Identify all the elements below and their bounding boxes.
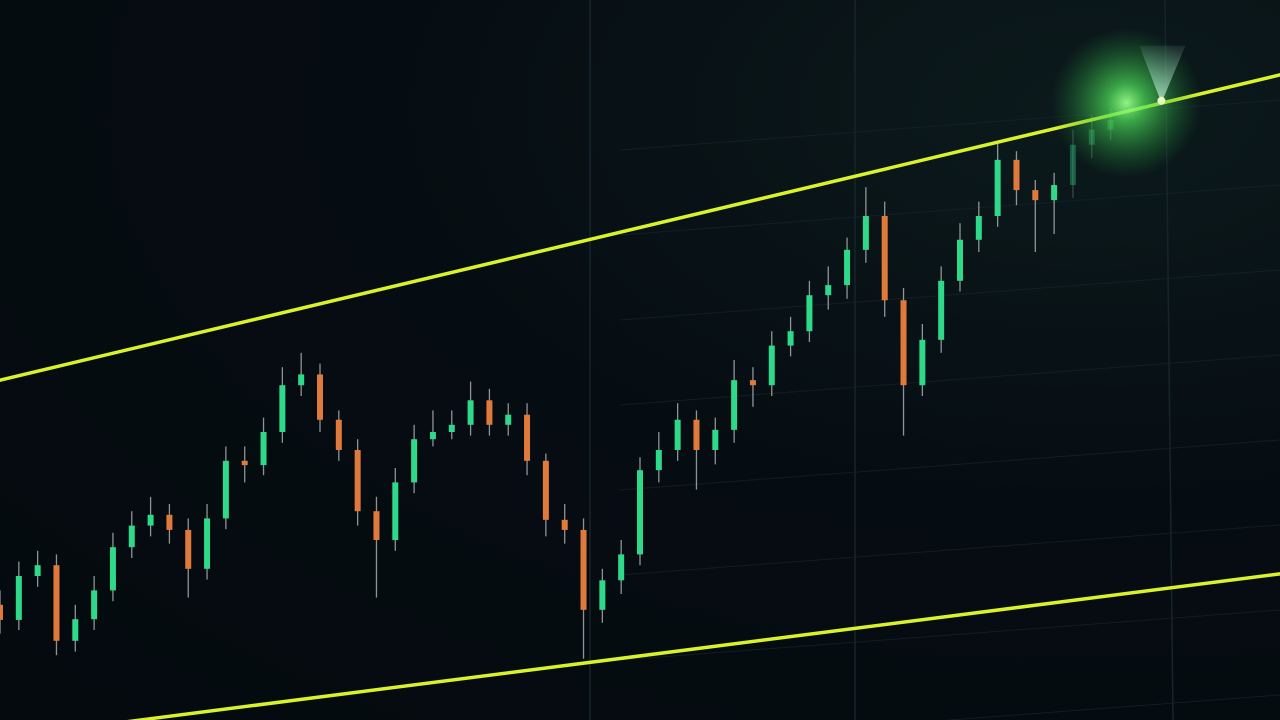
candle-up <box>392 482 399 540</box>
candle-down <box>524 414 531 461</box>
candle-down <box>373 511 380 540</box>
channel-line-lower <box>126 572 1280 720</box>
candle-up <box>279 385 286 432</box>
candle-down <box>166 514 173 530</box>
candle-up <box>222 460 229 519</box>
candle-down <box>53 565 60 641</box>
candle-up <box>91 590 98 620</box>
candle-down <box>486 400 493 425</box>
candle-up <box>505 414 512 425</box>
grid-line-horizontal <box>619 609 1280 661</box>
candle-down <box>542 460 549 520</box>
candle-up <box>1069 144 1076 186</box>
candle-up <box>637 470 643 555</box>
candle-down <box>185 529 192 569</box>
candle-down <box>580 529 587 610</box>
candle-down <box>749 380 756 386</box>
candle-up <box>938 280 945 340</box>
candle-up <box>204 518 211 569</box>
grid-line-horizontal <box>619 439 1280 491</box>
candle-down <box>0 604 3 620</box>
candle-up <box>655 450 662 471</box>
candle-up <box>429 432 436 440</box>
candle-down <box>561 519 568 530</box>
breakout-glow <box>1051 27 1202 178</box>
grid-line-horizontal <box>619 354 1280 406</box>
candle-up <box>825 285 832 296</box>
candle-up <box>128 525 135 548</box>
candle-down <box>1013 159 1020 191</box>
candle-up <box>768 345 775 386</box>
candle-up <box>109 547 116 591</box>
candle-up <box>618 554 625 581</box>
candle-up <box>411 439 418 483</box>
candle-up <box>712 429 719 450</box>
candle-up <box>994 159 1001 216</box>
candle-up <box>599 580 606 610</box>
candle-up <box>298 374 305 386</box>
candle-down <box>900 300 907 386</box>
candle-up <box>674 419 681 450</box>
grid-line-horizontal <box>619 269 1280 321</box>
candle-up <box>72 619 79 641</box>
candle-up <box>15 576 22 620</box>
price-channel <box>0 73 1280 720</box>
candle-up <box>448 424 455 432</box>
grid-line-horizontal <box>943 694 1280 720</box>
grid-line-horizontal <box>619 524 1280 576</box>
candle-up <box>957 239 963 281</box>
candle-up <box>787 331 794 346</box>
candle-up <box>147 514 154 526</box>
grid-line-horizontal <box>619 184 1280 236</box>
candle-up <box>1051 185 1058 201</box>
candle-down <box>335 419 342 450</box>
candle-up <box>260 432 267 466</box>
candle-up <box>844 249 851 286</box>
candle-up <box>975 216 982 240</box>
candle-down <box>1032 190 1039 201</box>
candle-up <box>731 380 738 430</box>
candle-down <box>241 460 248 466</box>
candle-up <box>467 400 474 425</box>
breakout-point <box>1157 96 1166 105</box>
candle-up <box>862 216 869 250</box>
candle-down <box>881 216 888 301</box>
candles <box>0 108 1114 659</box>
candle-down <box>354 450 361 512</box>
down-triangle-marker-icon <box>1139 45 1186 103</box>
candle-up <box>34 565 41 576</box>
candle-down <box>693 419 700 450</box>
candle-up <box>919 339 926 386</box>
candle-up <box>806 295 813 332</box>
candle-down <box>317 374 323 420</box>
